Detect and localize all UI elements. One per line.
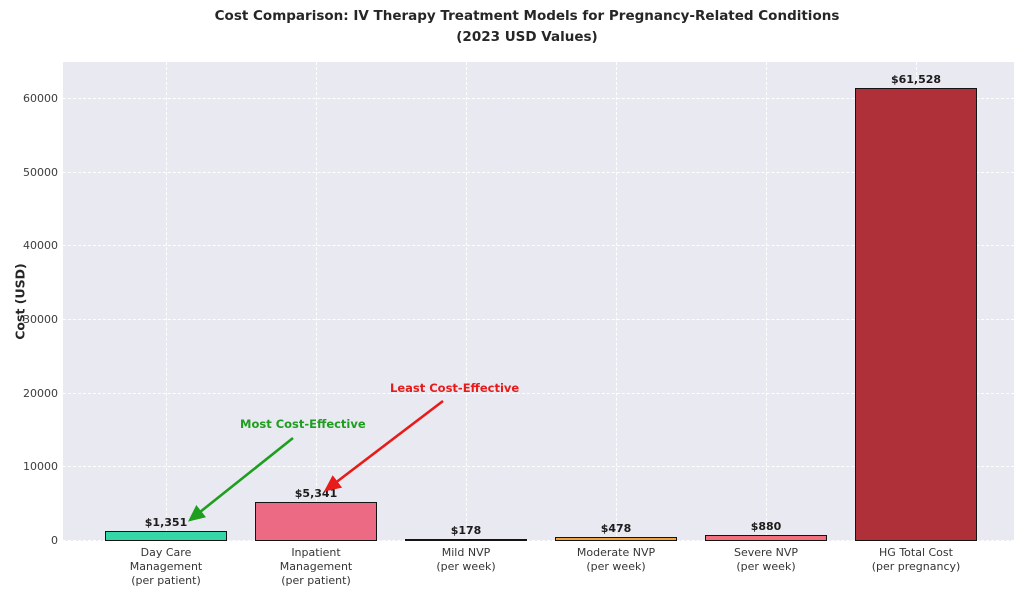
ytick-label-0: 0 <box>51 534 58 547</box>
plot-area <box>63 62 1014 541</box>
bar-2 <box>405 538 527 541</box>
gridline-y-10000 <box>63 466 1014 468</box>
bar-0 <box>105 531 227 541</box>
y-axis-label: Cost (USD) <box>12 263 28 340</box>
ytick-label-20000: 20000 <box>23 386 58 400</box>
bar-4 <box>705 534 827 541</box>
ytick-label-30000: 30000 <box>23 312 58 326</box>
xtick-label-3: Moderate NVP (per week) <box>576 546 656 573</box>
gridline-x-3 <box>616 62 617 541</box>
bar-1 <box>255 501 377 541</box>
bar-value-label-1: $5,341 <box>294 486 338 500</box>
bar-value-label-0: $1,351 <box>144 516 188 530</box>
bar-value-label-3: $478 <box>600 522 632 536</box>
xtick-label-0: Day Care Management (per patient) <box>129 546 203 587</box>
bar-value-label-5: $61,528 <box>890 72 942 86</box>
ytick-label-40000: 40000 <box>23 239 58 253</box>
bar-3 <box>555 537 677 541</box>
gridline-y-50000 <box>63 171 1014 173</box>
annotation-text-0: Most Cost-Effective <box>240 417 366 431</box>
gridline-y-30000 <box>63 318 1014 320</box>
gridline-x-1 <box>316 62 317 541</box>
gridline-y-0 <box>63 540 1014 541</box>
chart-title-line1: Cost Comparison: IV Therapy Treatment Mo… <box>214 8 840 24</box>
xtick-label-4: Severe NVP (per week) <box>734 546 798 573</box>
gridline-x-4 <box>766 62 767 541</box>
gridline-y-60000 <box>63 97 1014 99</box>
ytick-label-60000: 60000 <box>23 91 58 105</box>
ytick-label-10000: 10000 <box>23 460 58 474</box>
bar-5 <box>855 87 977 541</box>
gridline-y-20000 <box>63 392 1014 394</box>
xtick-label-2: Mild NVP (per week) <box>436 546 496 573</box>
gridline-x-0 <box>166 62 167 541</box>
xtick-label-5: HG Total Cost (per pregnancy) <box>871 546 961 573</box>
ytick-label-50000: 50000 <box>23 165 58 179</box>
chart-title: Cost Comparison: IV Therapy Treatment Mo… <box>0 6 1024 48</box>
bar-value-label-4: $880 <box>750 519 782 533</box>
xtick-label-1: Inpatient Management (per patient) <box>279 546 353 587</box>
chart-title-line2: (2023 USD Values) <box>456 28 598 45</box>
bar-value-label-2: $178 <box>450 523 482 537</box>
gridline-y-40000 <box>63 245 1014 247</box>
gridline-x-2 <box>466 62 467 541</box>
annotation-text-1: Least Cost-Effective <box>390 381 520 395</box>
